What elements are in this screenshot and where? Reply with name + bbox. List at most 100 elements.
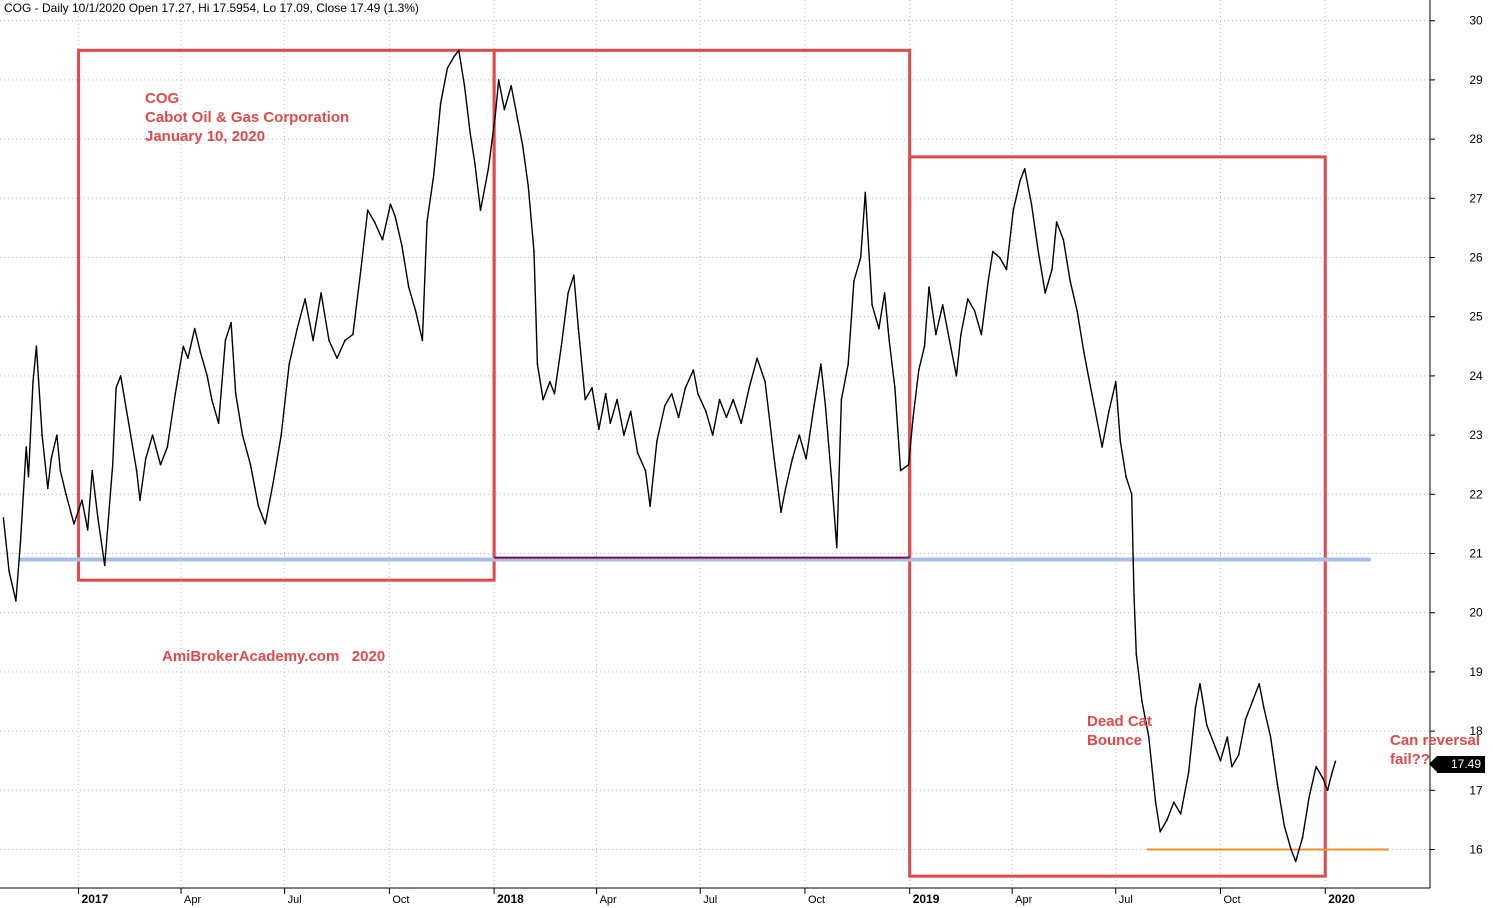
y-tick-label: 20 xyxy=(1469,606,1483,620)
price-point xyxy=(151,434,154,436)
price-point xyxy=(401,244,403,247)
price-point xyxy=(935,333,937,336)
price-point xyxy=(798,434,801,436)
price-point xyxy=(50,458,53,460)
price-point xyxy=(836,546,838,549)
price-point xyxy=(859,256,862,259)
price-point xyxy=(381,238,384,241)
highlight-box xyxy=(908,155,1327,878)
annotation-reversal-line1: Can reversal xyxy=(1390,732,1481,749)
price-point xyxy=(1187,771,1190,774)
price-point xyxy=(159,463,162,466)
price-point xyxy=(623,434,625,436)
y-tick-label: 26 xyxy=(1469,251,1483,265)
price-point xyxy=(446,67,449,69)
x-tick-label: Apr xyxy=(1015,894,1032,906)
x-tick-label: 2018 xyxy=(497,892,524,906)
x-tick-label: Jul xyxy=(288,894,302,906)
price-point xyxy=(86,529,89,531)
price-point xyxy=(1262,706,1265,709)
price-point xyxy=(1258,682,1261,685)
x-tick-label: Oct xyxy=(1224,894,1241,906)
price-point xyxy=(1326,789,1329,792)
price-point xyxy=(616,398,618,401)
price-point xyxy=(1114,381,1117,383)
price-point xyxy=(1019,179,1021,182)
price-point xyxy=(1094,410,1097,413)
price-point xyxy=(336,357,338,359)
price-point xyxy=(187,357,189,359)
price-point xyxy=(1301,836,1304,839)
price-point xyxy=(670,392,673,395)
price-point xyxy=(280,434,283,436)
price-point xyxy=(1290,848,1292,851)
y-tick-label: 28 xyxy=(1469,132,1483,146)
price-point xyxy=(1269,736,1272,738)
price-point xyxy=(871,304,873,306)
y-tick-label: 23 xyxy=(1469,428,1483,442)
highlight-box xyxy=(492,48,912,561)
price-point xyxy=(193,327,196,330)
price-point xyxy=(764,381,766,383)
price-point xyxy=(656,440,658,442)
price-point xyxy=(847,363,850,365)
y-tick-label: 25 xyxy=(1469,310,1483,324)
price-point xyxy=(649,505,651,507)
price-point xyxy=(1308,795,1311,798)
price-point xyxy=(1119,440,1122,442)
price-point xyxy=(980,333,983,336)
price-point xyxy=(257,505,260,507)
price-point xyxy=(1030,203,1033,206)
price-point xyxy=(955,375,958,377)
price-point xyxy=(103,564,106,567)
price-point xyxy=(791,458,794,460)
price-point xyxy=(206,375,209,377)
price-point xyxy=(1101,446,1103,448)
price-point xyxy=(1226,736,1229,738)
price-point xyxy=(469,132,472,134)
y-tick-label: 16 xyxy=(1469,843,1483,857)
price-point xyxy=(784,487,787,490)
price-point xyxy=(644,469,647,472)
price-point xyxy=(479,209,482,211)
price-point xyxy=(373,221,376,223)
price-point xyxy=(453,55,456,58)
price-point xyxy=(1005,268,1008,271)
price-point xyxy=(1135,653,1138,655)
price-point xyxy=(560,345,563,348)
price-point xyxy=(510,85,513,87)
price-point xyxy=(1087,375,1090,377)
price-point xyxy=(853,280,855,283)
price-point xyxy=(1076,310,1078,312)
y-tick-label: 30 xyxy=(1469,14,1483,28)
price-point xyxy=(1141,700,1143,703)
annotation-dead-cat-line1: Dead Cat xyxy=(1087,713,1153,730)
price-point xyxy=(987,280,990,283)
price-point xyxy=(119,375,122,377)
annotation-date: January 10, 2020 xyxy=(145,128,266,145)
price-point xyxy=(41,434,43,436)
price-point xyxy=(59,469,62,472)
price-point xyxy=(1154,801,1157,803)
price-point xyxy=(820,363,822,365)
y-tick-label: 17 xyxy=(1469,783,1483,797)
price-point xyxy=(966,298,969,300)
price-point xyxy=(577,327,580,330)
price-point xyxy=(394,215,396,217)
highlight-box xyxy=(77,48,496,582)
price-point xyxy=(135,469,138,472)
price-point xyxy=(973,310,976,312)
price-point xyxy=(35,345,38,348)
x-tick-label: Apr xyxy=(600,894,617,906)
price-point xyxy=(1212,742,1215,744)
price-point xyxy=(414,310,417,312)
price-point xyxy=(288,363,290,365)
price-point xyxy=(894,386,896,389)
price-point xyxy=(32,381,34,383)
price-point xyxy=(494,114,497,117)
price-point xyxy=(65,493,67,496)
x-tick-label: 2020 xyxy=(1328,892,1355,906)
price-point xyxy=(1331,771,1333,774)
price-point xyxy=(503,108,506,111)
